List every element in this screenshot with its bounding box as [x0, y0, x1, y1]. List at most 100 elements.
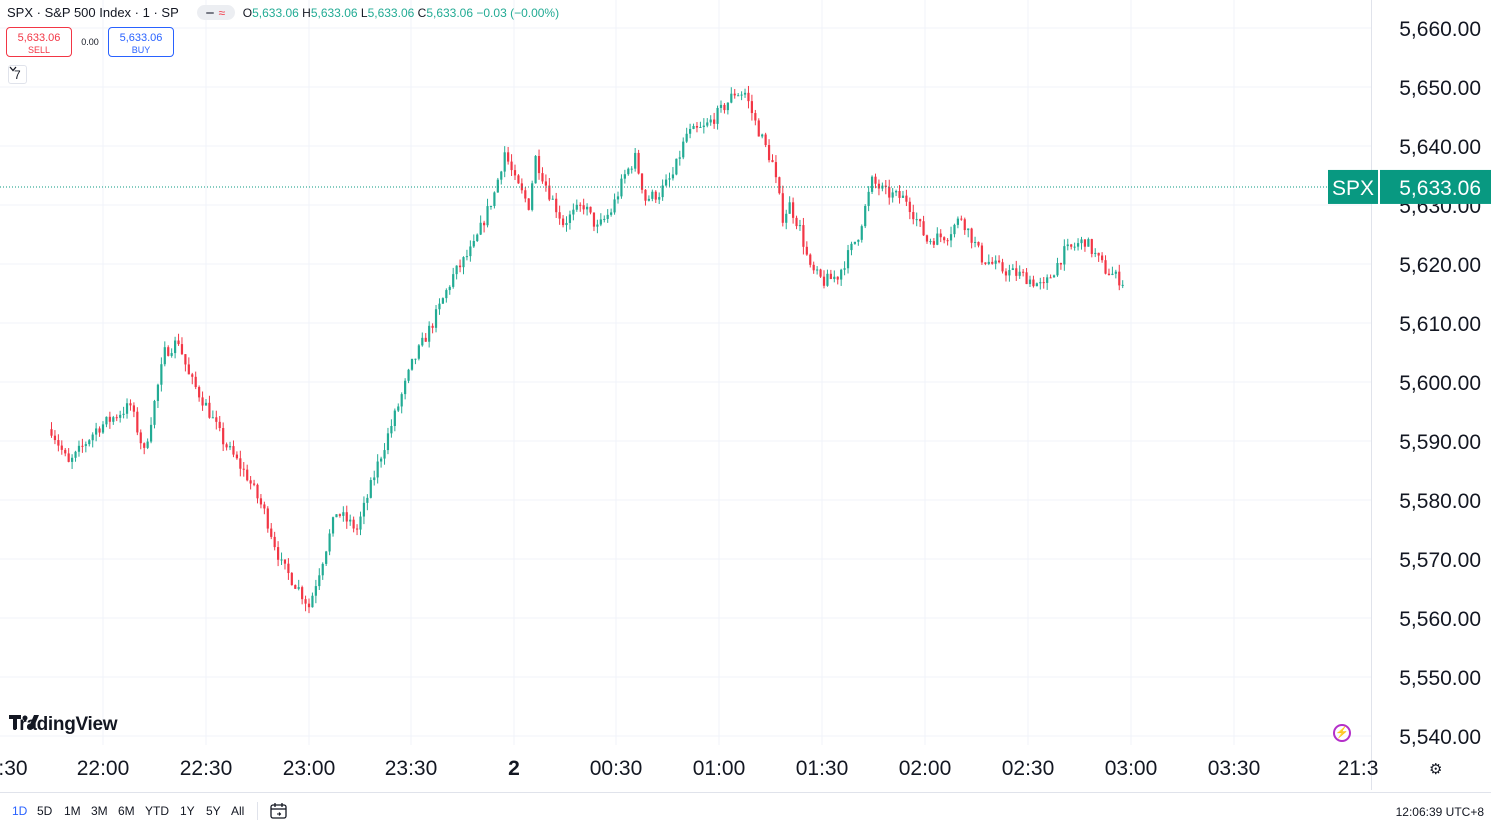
candle-body	[939, 233, 942, 238]
range-5y[interactable]: 5Y	[206, 804, 221, 818]
candle-body	[888, 187, 891, 198]
candle-body	[489, 205, 493, 207]
candle-body	[764, 134, 767, 146]
candle-body	[524, 190, 527, 199]
candle-body	[1052, 275, 1056, 278]
candle-body	[108, 416, 111, 422]
range-6m[interactable]: 6M	[118, 804, 135, 818]
candle-body	[174, 340, 177, 354]
candle-body	[1094, 252, 1097, 254]
range-ytd[interactable]: YTD	[145, 804, 169, 818]
low-value: 5,633.06	[367, 5, 415, 20]
candlestick-chart[interactable]: 5,540.00 5,550.00 5,560.00 5,570.00 5,580.00…	[0, 0, 1491, 790]
candle-body	[345, 512, 348, 522]
candle-body	[338, 514, 341, 516]
candle-body	[204, 402, 208, 406]
symbol-title[interactable]: SPX · S&P 500 Index · 1 · SP	[7, 5, 179, 20]
candle-body	[596, 224, 599, 227]
buy-label: BUY	[131, 45, 151, 55]
close-key: C	[417, 5, 427, 20]
candle-body	[891, 192, 894, 198]
candle-body	[692, 125, 695, 129]
candle-body	[380, 458, 383, 462]
range-1y[interactable]: 1Y	[180, 804, 195, 818]
clock-time[interactable]: 12:06:39 UTC+8	[1395, 805, 1484, 819]
candle-body	[194, 376, 197, 388]
y-tick-label: 5,560.00	[1399, 608, 1481, 631]
chart-area[interactable]: 5,540.00 5,550.00 5,560.00 5,570.00 5,580.00…	[0, 0, 1491, 790]
x-tick-label: 01:30	[796, 757, 849, 780]
range-5d[interactable]: 5D	[37, 804, 53, 818]
candle-body	[125, 403, 129, 414]
candle-body	[991, 261, 994, 264]
candle-body	[445, 290, 448, 299]
x-tick-label: 22:30	[180, 757, 233, 780]
candle-body	[376, 461, 379, 478]
candle-body	[359, 516, 362, 530]
indicator-pill[interactable]: ≈	[196, 5, 235, 20]
candle-body	[984, 262, 987, 264]
range-1m[interactable]: 1M	[64, 804, 81, 818]
candle-body	[143, 443, 146, 448]
buy-button[interactable]: 5,633.06 BUY	[108, 27, 174, 57]
candle-body	[496, 179, 499, 193]
candle-body	[864, 205, 867, 227]
calendar-goto-icon[interactable]	[269, 801, 289, 821]
range-1d[interactable]: 1D	[12, 804, 28, 818]
y-tick-label: 5,570.00	[1399, 549, 1481, 572]
candle-body	[908, 201, 911, 213]
candle-body	[802, 225, 805, 247]
range-all[interactable]: All	[231, 804, 245, 818]
candle-body	[658, 197, 661, 200]
candle-body	[723, 104, 726, 111]
range-3m[interactable]: 3M	[91, 804, 108, 818]
candle-body	[410, 358, 414, 370]
price-tag-symbol: SPX	[1332, 177, 1374, 200]
settings-icon[interactable]: ⚙	[1429, 761, 1443, 778]
candle-body	[805, 246, 808, 255]
candle-body	[1032, 279, 1035, 287]
candle-body	[242, 468, 245, 470]
lightning-icon[interactable]: ⚡	[1333, 724, 1351, 742]
toolbar-divider	[257, 802, 258, 820]
candle-body	[822, 276, 826, 286]
candle-body	[613, 199, 616, 213]
candle-body	[726, 102, 729, 111]
sell-button[interactable]: 5,633.06 SELL	[6, 27, 72, 57]
candle-body	[548, 185, 551, 200]
candle-body	[737, 95, 740, 97]
candle-body	[874, 176, 877, 184]
candle-body	[915, 219, 918, 221]
candle-body	[850, 243, 853, 251]
tradingview-logo[interactable]: TradingView	[9, 714, 118, 736]
candle-body	[1118, 271, 1121, 286]
candle-body	[1114, 271, 1117, 274]
candle-body	[826, 273, 829, 286]
candle-body	[252, 483, 256, 485]
candle-body	[266, 508, 269, 529]
candle-body	[1107, 273, 1111, 275]
candle-body	[846, 250, 850, 269]
candle-body	[414, 358, 417, 360]
candle-body	[949, 234, 953, 241]
candle-body	[953, 224, 956, 235]
candle-body	[1049, 277, 1052, 279]
candle-body	[249, 480, 252, 484]
candle-body	[304, 599, 307, 604]
candle-body	[167, 347, 170, 356]
indicators-count: 7	[14, 67, 21, 82]
candle-body	[263, 504, 266, 509]
candle-body	[383, 450, 386, 459]
candle-body	[829, 273, 832, 280]
candle-body	[122, 413, 125, 415]
candle-body	[60, 445, 63, 450]
candle-body	[520, 183, 523, 191]
candle-body	[294, 585, 297, 589]
indicators-toggle[interactable]: 7	[8, 65, 27, 84]
y-tick-label: 5,580.00	[1399, 490, 1481, 513]
candle-body	[71, 457, 74, 462]
candle-body	[1018, 271, 1021, 276]
candle-body	[287, 563, 290, 574]
candle-body	[112, 417, 115, 422]
candle-body	[527, 198, 530, 210]
